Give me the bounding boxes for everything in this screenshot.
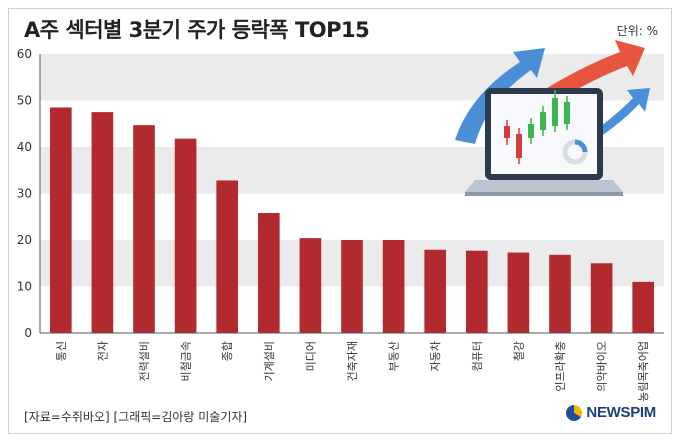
bar [49,107,72,333]
x-tick-label: 전자 [96,341,109,361]
x-tick-label: 농림목축어업 [637,341,650,402]
bar [216,180,239,333]
x-tick-label: 건축자재 [346,341,359,381]
y-tick-label: 10 [17,280,32,294]
x-tick-label: 종합 [221,341,234,361]
y-axis-ticks: 0 10 20 30 40 50 60 [17,47,32,340]
x-tick-label: 통신 [55,341,68,361]
bar [91,112,114,333]
source-credit: [자료=수쥐바오] [그래픽=김아랑 미술기자] [24,410,248,424]
x-tick-label: 자동차 [429,341,442,371]
x-tick-label: 부동산 [388,341,401,371]
laptop-base [465,180,623,192]
bar [590,263,613,333]
x-tick-label: 의약바이오 [595,341,609,392]
x-tick-label: 비철금속 [180,341,193,381]
logo-text: NEWSPIM [586,404,656,421]
bar [507,252,530,333]
arrow-right-icon [595,88,650,137]
x-tick-label: 미디어 [304,341,317,371]
bar [174,138,197,333]
newspim-logo: NEWSPIM [566,404,656,421]
bar [549,254,571,333]
newspim-logo-icon [566,404,583,421]
x-tick-label: 컴퓨터 [471,341,484,371]
y-tick-label: 60 [17,47,32,61]
laptop-candlestick-chart-with-rising-arrows-icon [455,40,650,196]
chart-title: A주 섹터별 3분기 주가 등락폭 TOP15 [24,18,370,42]
y-tick-label: 30 [17,187,32,201]
x-tick-label: 전력설비 [138,341,151,381]
bar [299,238,322,333]
bars [49,107,655,334]
x-axis-labels: 통신 전자 전력설비 비철금속 종합 기계설비 미디어 건축자재 부동산 자동차 컴퓨터 철강 인프라확… [55,341,650,402]
y-tick-label: 20 [17,233,32,247]
bar [341,240,363,333]
x-tick-label: 기계설비 [263,341,276,381]
x-tick-label: 인프라확충 [554,341,567,392]
unit-label: 단위: % [616,24,658,38]
y-tick-label: 40 [17,140,32,154]
bar [424,249,447,333]
y-tick-label: 0 [24,326,32,340]
bar [257,213,280,333]
bar [465,250,488,333]
bar [133,125,155,334]
y-tick-label: 50 [17,94,32,108]
x-tick-label: 철강 [512,341,525,361]
bar [632,281,655,333]
bar [382,240,405,333]
